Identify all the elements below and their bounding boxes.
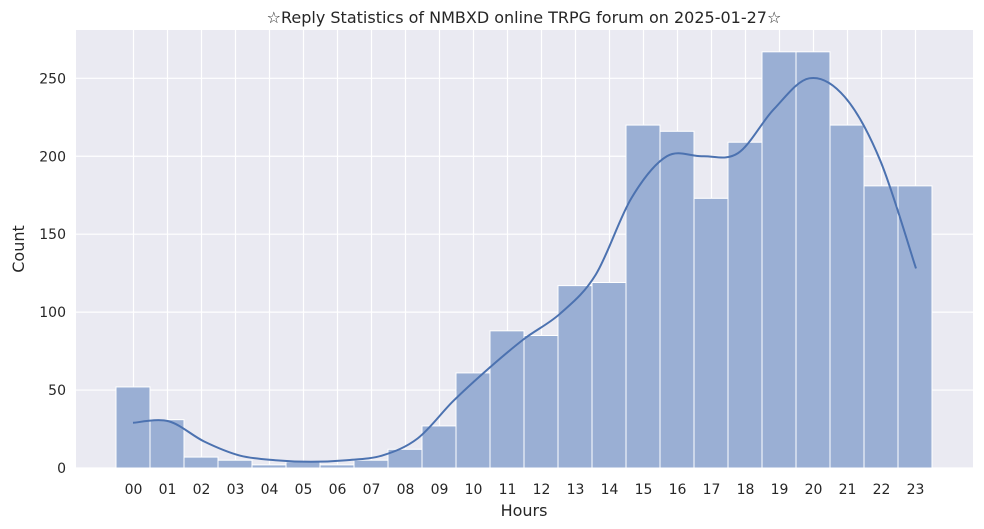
x-axis-label: Hours: [501, 501, 548, 520]
bar-21: [829, 124, 865, 469]
x-tick-label: 17: [703, 482, 721, 498]
bar-00: [115, 386, 151, 469]
bar-14: [591, 282, 627, 469]
x-tick-label: 18: [737, 482, 755, 498]
bars: [115, 51, 933, 469]
y-axis-label: Count: [9, 225, 28, 273]
x-tick-labels: 00 01 02 03 04 05 06 07 08 09 10 11 12 13 14 15 16 17 18 19…: [125, 482, 925, 498]
x-tick-label: 22: [873, 482, 891, 498]
x-tick-label: 11: [499, 482, 517, 498]
x-tick-label: 07: [363, 482, 381, 498]
y-tick-label: 0: [57, 461, 66, 477]
x-tick-label: 20: [805, 482, 823, 498]
y-tick-label: 100: [39, 305, 66, 321]
kde-curve: [132, 76, 917, 463]
x-tick-label: 03: [227, 482, 245, 498]
x-tick-label: 13: [567, 482, 585, 498]
y-tick-label: 200: [39, 149, 66, 165]
x-tick-label: 05: [295, 482, 313, 498]
x-tick-label: 04: [261, 482, 279, 498]
x-tick-label: 12: [533, 482, 551, 498]
x-tick-label: 21: [839, 482, 857, 498]
bar-17: [693, 197, 729, 469]
bar-07: [353, 459, 389, 469]
bar-12: [523, 335, 559, 469]
x-tick-label: 09: [431, 482, 449, 498]
bar-02: [183, 456, 219, 469]
x-tick-label: 08: [397, 482, 415, 498]
x-tick-label: 16: [669, 482, 687, 498]
bar-10: [455, 372, 491, 469]
bar-18: [727, 141, 763, 469]
bar-03: [217, 459, 253, 469]
chart-title: ☆Reply Statistics of NMBXD online TRPG f…: [267, 8, 782, 27]
bar-13: [557, 285, 593, 469]
bar-20: [795, 51, 831, 469]
x-tick-label: 23: [907, 482, 925, 498]
bar-06: [319, 464, 355, 469]
bar-22: [863, 185, 899, 469]
y-tick-labels: 0 50 100 150 200 250: [39, 71, 66, 477]
x-tick-label: 10: [465, 482, 483, 498]
y-tick-label: 250: [39, 71, 66, 87]
bar-19: [761, 51, 797, 469]
x-tick-label: 06: [329, 482, 347, 498]
bar-23: [897, 185, 933, 469]
bar-15: [625, 124, 661, 469]
bar-16: [659, 130, 695, 469]
x-tick-label: 00: [125, 482, 143, 498]
y-tick-label: 150: [39, 227, 66, 243]
bar-04: [251, 464, 287, 469]
x-tick-label: 01: [159, 482, 177, 498]
bar-01: [149, 419, 185, 469]
x-tick-label: 14: [601, 482, 619, 498]
y-tick-label: 50: [48, 383, 66, 399]
x-tick-label: 02: [193, 482, 211, 498]
x-tick-label: 19: [771, 482, 789, 498]
bar-09: [421, 425, 457, 469]
bar-11: [489, 330, 525, 469]
x-tick-label: 15: [635, 482, 653, 498]
